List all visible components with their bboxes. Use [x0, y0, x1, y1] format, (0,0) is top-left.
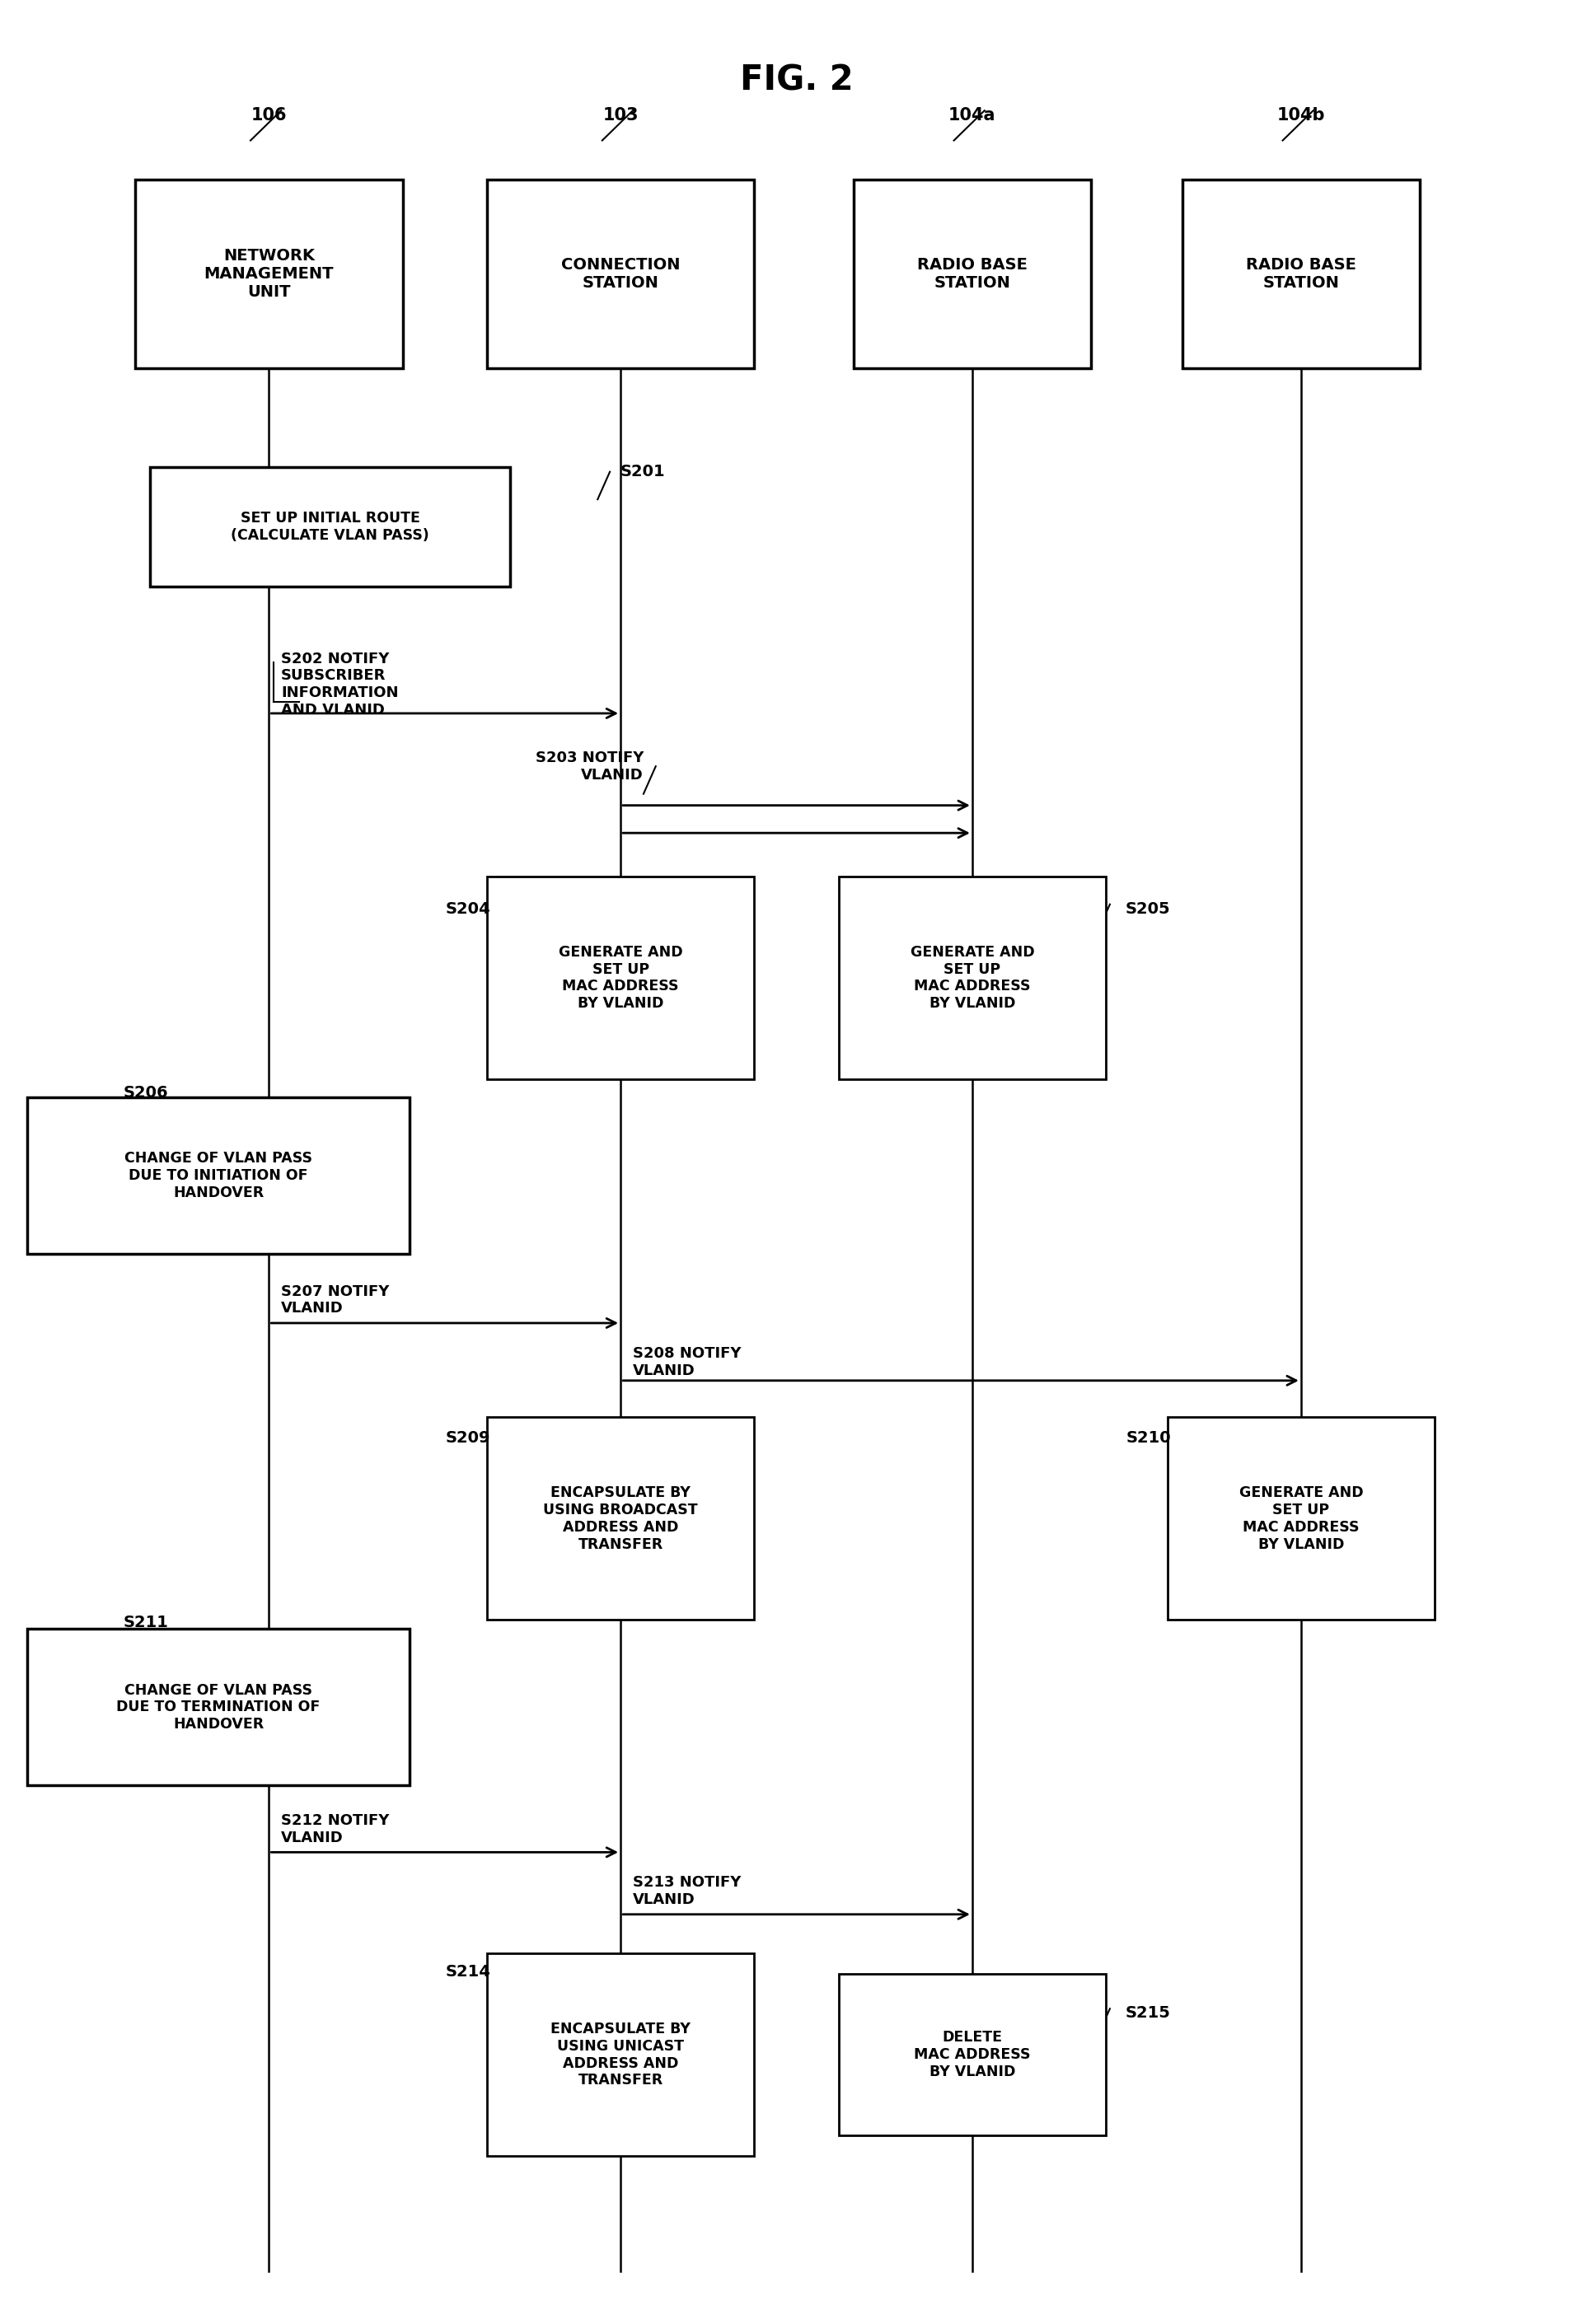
Text: CHANGE OF VLAN PASS
DUE TO INITIATION OF
HANDOVER: CHANGE OF VLAN PASS DUE TO INITIATION OF… [124, 1150, 312, 1202]
Text: GENERATE AND
SET UP
MAC ADDRESS
BY VLANID: GENERATE AND SET UP MAC ADDRESS BY VLANI… [909, 946, 1033, 1011]
Bar [487, 876, 755, 1078]
Bar [837, 1973, 1105, 2136]
Text: 104a: 104a [949, 107, 995, 123]
Text: DELETE
MAC ADDRESS
BY VLANID: DELETE MAC ADDRESS BY VLANID [914, 2031, 1030, 2080]
Text: SET UP INITIAL ROUTE
(CALCULATE VLAN PASS): SET UP INITIAL ROUTE (CALCULATE VLAN PAS… [231, 511, 428, 544]
Text: NETWORK
MANAGEMENT
UNIT: NETWORK MANAGEMENT UNIT [204, 249, 334, 300]
Text: S207 NOTIFY
VLANID: S207 NOTIFY VLANID [280, 1283, 388, 1315]
Text: GENERATE AND
SET UP
MAC ADDRESS
BY VLANID: GENERATE AND SET UP MAC ADDRESS BY VLANI… [1239, 1485, 1363, 1552]
Text: S214: S214 [446, 1964, 490, 1980]
Bar [487, 179, 755, 367]
Bar [135, 179, 403, 367]
Text: 106: 106 [252, 107, 287, 123]
Bar [27, 1097, 409, 1255]
Text: GENERATE AND
SET UP
MAC ADDRESS
BY VLANID: GENERATE AND SET UP MAC ADDRESS BY VLANI… [559, 946, 683, 1011]
Text: RADIO BASE
STATION: RADIO BASE STATION [917, 258, 1027, 290]
Text: S204: S204 [446, 902, 490, 916]
Bar [853, 179, 1091, 367]
Text: S202 NOTIFY
SUBSCRIBER
INFORMATION
AND VLANID: S202 NOTIFY SUBSCRIBER INFORMATION AND V… [280, 651, 398, 718]
Text: S215: S215 [1124, 2006, 1170, 2022]
Text: S210: S210 [1126, 1429, 1170, 1446]
Text: 103: 103 [602, 107, 638, 123]
Text: S209: S209 [446, 1429, 490, 1446]
Text: FIG. 2: FIG. 2 [739, 63, 853, 98]
Text: RADIO BASE
STATION: RADIO BASE STATION [1245, 258, 1355, 290]
Text: S206: S206 [124, 1085, 169, 1102]
Bar [1181, 179, 1418, 367]
Bar [150, 467, 509, 588]
Bar [27, 1629, 409, 1785]
Bar [487, 1418, 755, 1620]
Text: S203 NOTIFY
VLANID: S203 NOTIFY VLANID [535, 751, 643, 783]
Text: S205: S205 [1124, 902, 1170, 916]
Text: 104b: 104b [1277, 107, 1325, 123]
Text: CHANGE OF VLAN PASS
DUE TO TERMINATION OF
HANDOVER: CHANGE OF VLAN PASS DUE TO TERMINATION O… [116, 1683, 320, 1731]
Bar [487, 1954, 755, 2157]
Text: S213 NOTIFY
VLANID: S213 NOTIFY VLANID [632, 1875, 740, 1908]
Text: CONNECTION
STATION: CONNECTION STATION [560, 258, 680, 290]
Text: S212 NOTIFY
VLANID: S212 NOTIFY VLANID [280, 1813, 388, 1845]
Bar [837, 876, 1105, 1078]
Text: S208 NOTIFY
VLANID: S208 NOTIFY VLANID [632, 1346, 740, 1378]
Text: S211: S211 [124, 1615, 169, 1629]
Text: ENCAPSULATE BY
USING UNICAST
ADDRESS AND
TRANSFER: ENCAPSULATE BY USING UNICAST ADDRESS AND… [551, 2022, 691, 2087]
Text: S201: S201 [621, 465, 665, 479]
Text: ENCAPSULATE BY
USING BROADCAST
ADDRESS AND
TRANSFER: ENCAPSULATE BY USING BROADCAST ADDRESS A… [543, 1485, 697, 1552]
Bar [1167, 1418, 1434, 1620]
